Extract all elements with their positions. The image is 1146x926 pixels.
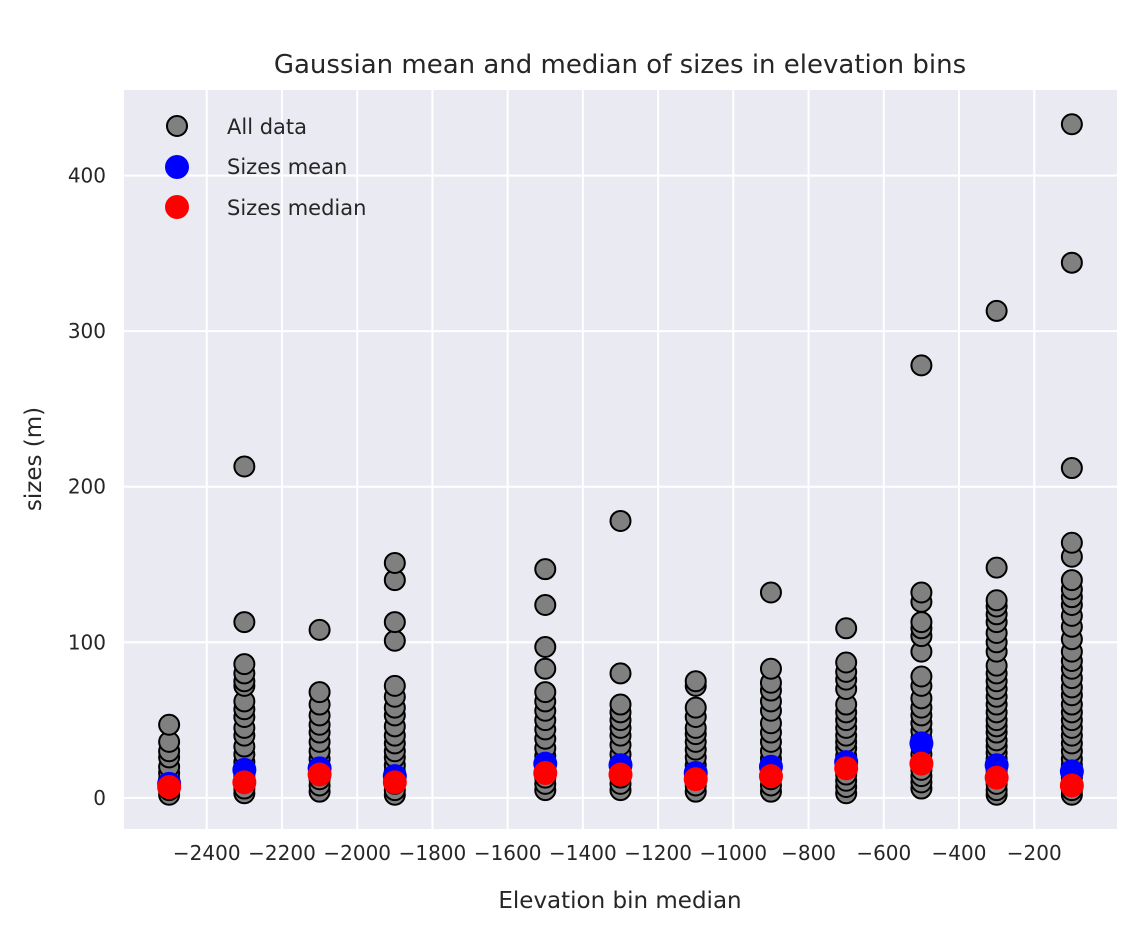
x-tick-label: −1000 xyxy=(700,841,768,865)
all-data-point xyxy=(684,670,707,693)
all-data-point xyxy=(684,696,707,719)
median-point xyxy=(984,765,1009,790)
all-data-point xyxy=(534,657,557,680)
y-tick-label: 0 xyxy=(93,786,106,810)
legend-marker-all-data xyxy=(166,115,188,137)
legend-marker-median xyxy=(165,195,189,219)
all-data-point xyxy=(910,665,933,688)
median-point xyxy=(1059,773,1084,798)
all-data-point xyxy=(985,556,1008,579)
x-tick-label: −200 xyxy=(1007,841,1062,865)
all-data-point xyxy=(910,354,933,377)
legend-label-mean: Sizes mean xyxy=(227,155,347,179)
all-data-point xyxy=(383,611,406,634)
median-point xyxy=(834,756,859,781)
all-data-point xyxy=(609,509,632,532)
median-points xyxy=(157,751,1084,799)
x-tick-label: −2000 xyxy=(323,841,391,865)
all-data-point xyxy=(534,635,557,658)
y-tick-label: 400 xyxy=(68,164,106,188)
y-axis-title: sizes (m) xyxy=(21,407,47,511)
legend-label-median: Sizes median xyxy=(227,196,366,220)
all-data-point xyxy=(910,611,933,634)
y-tick-label: 200 xyxy=(68,475,106,499)
median-point xyxy=(533,760,558,785)
legend-marker-mean xyxy=(165,155,189,179)
x-tick-label: −2200 xyxy=(248,841,316,865)
median-point xyxy=(307,762,332,787)
all-data-point xyxy=(233,653,256,676)
median-point xyxy=(758,764,783,789)
median-point xyxy=(232,770,257,795)
median-point xyxy=(608,762,633,787)
x-tick-label: −1200 xyxy=(624,841,692,865)
median-point xyxy=(909,751,934,776)
median-point xyxy=(157,774,182,799)
all-data-point xyxy=(233,611,256,634)
all-data-point xyxy=(383,674,406,697)
all-data-point xyxy=(308,681,331,704)
all-data-point xyxy=(759,581,782,604)
median-point xyxy=(382,770,407,795)
x-axis-ticks: −2400 −2200 −2000 −1800 −1600 −1400 −1200 −1000… xyxy=(173,841,1062,865)
median-point xyxy=(683,767,708,792)
all-data-point xyxy=(383,551,406,574)
all-data-point xyxy=(609,662,632,685)
legend-label-all-data: All data xyxy=(227,115,307,139)
grid-lines xyxy=(124,90,1117,829)
x-tick-label: −400 xyxy=(932,841,987,865)
all-data-point xyxy=(609,693,632,716)
all-data-point xyxy=(835,617,858,640)
all-data-point xyxy=(835,651,858,674)
x-tick-label: −2400 xyxy=(173,841,241,865)
all-data-point xyxy=(985,589,1008,612)
all-data-point xyxy=(1060,569,1083,592)
mean-point xyxy=(909,731,934,756)
x-axis-title: Elevation bin median xyxy=(498,888,741,914)
all-data-point xyxy=(1060,113,1083,136)
all-data-point xyxy=(233,455,256,478)
x-tick-label: −600 xyxy=(856,841,911,865)
y-tick-label: 300 xyxy=(68,319,106,343)
x-tick-label: −800 xyxy=(781,841,836,865)
x-tick-label: −1600 xyxy=(474,841,542,865)
all-data-point xyxy=(1060,251,1083,274)
y-tick-label: 100 xyxy=(68,630,106,654)
all-data-point xyxy=(158,713,181,736)
all-data-point xyxy=(534,681,557,704)
all-data-point xyxy=(759,657,782,680)
x-tick-label: −1400 xyxy=(549,841,617,865)
x-tick-label: −1800 xyxy=(399,841,467,865)
all-data-point xyxy=(308,618,331,641)
y-axis-ticks: 0 100 200 300 400 xyxy=(68,164,106,810)
all-data-point xyxy=(383,629,406,652)
all-data-point xyxy=(910,581,933,604)
chart-title: Gaussian mean and median of sizes in ele… xyxy=(274,50,966,80)
all-data-point xyxy=(534,558,557,581)
all-data-point xyxy=(1060,531,1083,554)
all-data-point xyxy=(985,299,1008,322)
all-data-point xyxy=(534,593,557,616)
legend: All data Sizes mean Sizes median xyxy=(165,115,366,220)
all-data-point xyxy=(1060,457,1083,480)
